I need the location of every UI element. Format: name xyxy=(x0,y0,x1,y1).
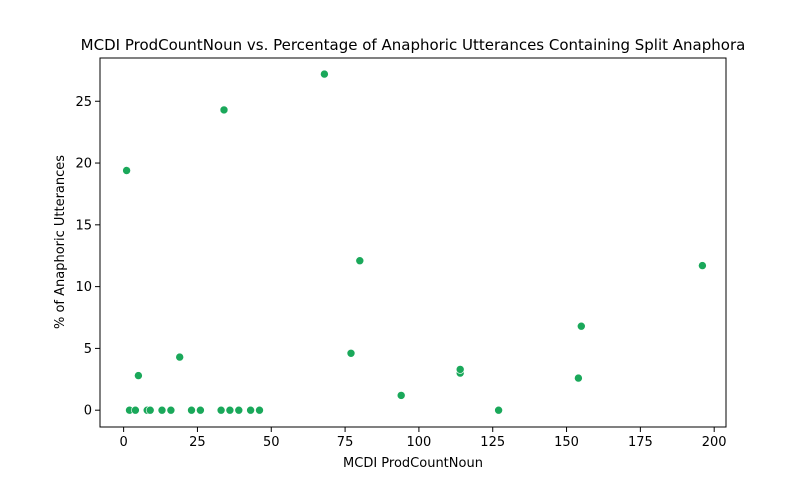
x-tick-label: 75 xyxy=(337,435,354,450)
data-point xyxy=(131,405,140,415)
plot-frame xyxy=(99,57,727,428)
data-point xyxy=(355,256,365,266)
data-point xyxy=(134,371,143,380)
data-point xyxy=(234,405,244,415)
data-point xyxy=(698,261,707,270)
data-point xyxy=(166,405,176,415)
data-point xyxy=(216,405,226,415)
data-point xyxy=(246,405,255,415)
x-tick-label: 50 xyxy=(263,435,280,450)
chart-title: MCDI ProdCountNoun vs. Percentage of Ana… xyxy=(81,36,746,54)
data-point xyxy=(175,352,184,362)
data-point xyxy=(255,405,264,415)
y-tick-label: 10 xyxy=(75,280,92,295)
y-tick-label: 0 xyxy=(84,404,92,419)
x-tick-label: 200 xyxy=(702,435,727,450)
y-tick-label: 15 xyxy=(75,218,92,233)
data-point xyxy=(346,348,356,358)
data-point xyxy=(494,405,503,415)
data-point xyxy=(455,365,465,374)
data-point xyxy=(576,321,586,331)
data-point xyxy=(122,166,131,175)
y-axis: 0 5 10 15 20 25 xyxy=(75,95,100,419)
y-axis-title: % of Anaphoric Utterances xyxy=(53,155,68,329)
data-point xyxy=(196,405,205,415)
x-tick-label: 25 xyxy=(189,435,206,450)
x-axis: 0 25 50 75 100 125 150 175 200 xyxy=(119,427,727,450)
data-point xyxy=(145,405,155,415)
data-point xyxy=(396,391,406,400)
data-point xyxy=(157,405,167,415)
x-tick-label: 125 xyxy=(480,435,505,450)
plot-area xyxy=(122,69,707,415)
y-tick-label: 5 xyxy=(84,342,92,357)
x-tick-label: 150 xyxy=(554,435,579,450)
data-point xyxy=(219,105,229,115)
data-point xyxy=(225,405,235,415)
x-tick-label: 0 xyxy=(119,435,127,450)
x-axis-title: MCDI ProdCountNoun xyxy=(343,456,483,471)
data-point xyxy=(574,373,583,383)
y-tick-label: 20 xyxy=(75,157,92,172)
x-tick-label: 175 xyxy=(628,435,653,450)
x-tick-label: 100 xyxy=(406,435,431,450)
y-tick-label: 25 xyxy=(75,95,92,110)
data-point xyxy=(187,405,196,415)
data-point xyxy=(320,69,329,79)
